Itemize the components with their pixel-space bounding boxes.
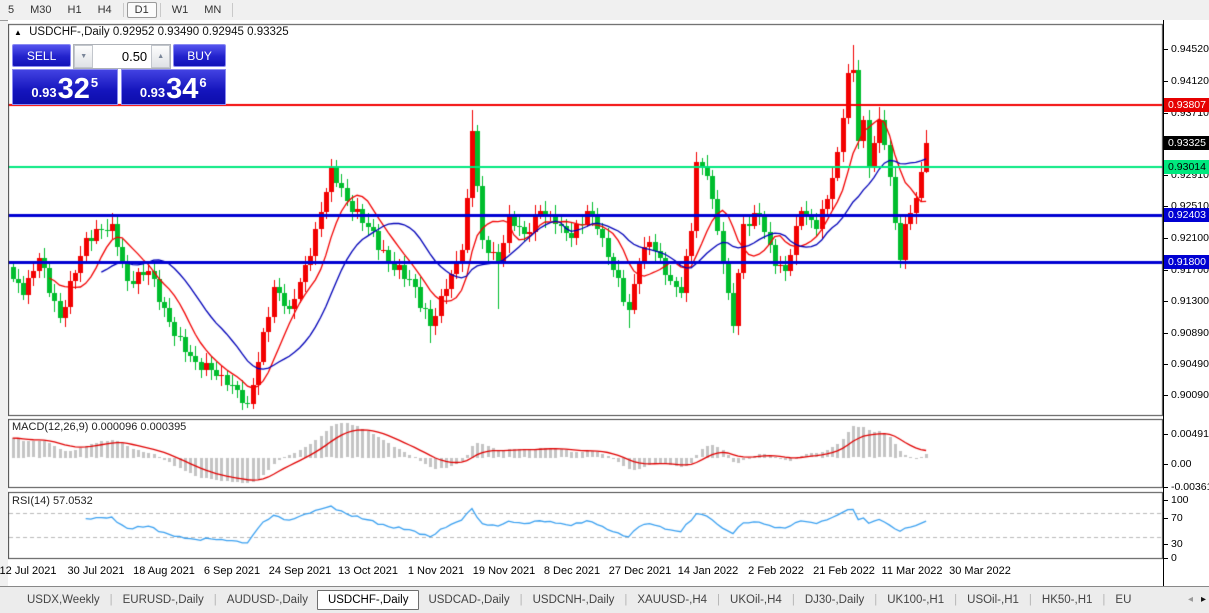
- tab-scroll-right-icon[interactable]: ▸: [1200, 594, 1206, 605]
- chart-tab-usdx[interactable]: USDX,Weekly: [27, 594, 100, 606]
- price-axis-tick: 0.94120: [1164, 75, 1209, 87]
- date-axis-label: 13 Oct 2021: [338, 565, 398, 577]
- price-axis-tick: 0.91300: [1164, 295, 1209, 307]
- chart-tab-bar: USDX,Weekly | EURUSD-,Daily | AUDUSD-,Daily U…: [0, 586, 1209, 613]
- date-axis-label: 21 Feb 2022: [813, 565, 875, 577]
- tab-separator: |: [109, 594, 113, 606]
- date-axis[interactable]: 12 Jul 2021 30 Jul 2021 18 Aug 2021 6 Sep 2…: [0, 562, 1163, 584]
- tab-separator: |: [717, 594, 721, 606]
- price-axis-tick: 0.90490: [1164, 358, 1209, 370]
- tab-separator: |: [213, 594, 217, 606]
- toolbar-separator: [122, 3, 124, 17]
- volume-stepper: ▼ 0.50 ▲: [73, 44, 172, 69]
- sell-price-pip: 5: [90, 75, 99, 90]
- buy-button[interactable]: BUY: [173, 44, 226, 67]
- date-axis-label: 19 Nov 2021: [472, 565, 536, 577]
- chart-tab-ukoil-[interactable]: UKOil-,H4: [730, 594, 782, 606]
- date-axis-label: 6 Sep 2021: [203, 565, 261, 577]
- tab-separator: |: [1028, 594, 1032, 606]
- date-axis-label: 1 Nov 2021: [407, 565, 465, 577]
- chart-ohlc-values: 0.92952 0.93490 0.92945 0.93325: [112, 26, 289, 38]
- chart-tab-hk50-[interactable]: HK50-,H1: [1041, 594, 1093, 606]
- timeframe-button-mn[interactable]: MN: [204, 4, 222, 16]
- macd-axis-label: 0.00: [1164, 458, 1209, 470]
- chart-tab-usdcnh-[interactable]: USDCNH-,Daily: [532, 594, 615, 606]
- timeframe-toolbar: 5 M30 H1 H4 D1 W1 MN: [0, 0, 1209, 21]
- price-axis-tick: 0.90090: [1164, 389, 1209, 401]
- rsi-label: RSI(14) 57.0532: [12, 495, 93, 507]
- timeframe-button-m30[interactable]: M30: [30, 4, 52, 16]
- timeframe-button-5[interactable]: 5: [8, 4, 15, 16]
- date-axis-label: 2 Feb 2022: [748, 565, 804, 577]
- tab-separator: |: [624, 594, 628, 606]
- price-chart-canvas[interactable]: [8, 20, 1163, 586]
- sell-button[interactable]: SELL: [12, 44, 72, 67]
- buy-price-panel[interactable]: 0.93 34 6: [120, 69, 226, 105]
- chart-tab-eu[interactable]: EU: [1115, 594, 1132, 606]
- rsi-axis-label: 30: [1164, 538, 1209, 550]
- date-axis-label: 30 Mar 2022: [949, 565, 1011, 577]
- macd-axis-label: 0.004913: [1164, 428, 1209, 440]
- chart-symbol-period: USDCHF-,Daily: [29, 26, 110, 38]
- timeframe-button-h1[interactable]: H1: [67, 4, 82, 16]
- chart-tab-usoil-[interactable]: USOil-,H1: [967, 594, 1019, 606]
- date-axis-label: 11 Mar 2022: [881, 565, 943, 577]
- chart-tab-uk100-[interactable]: UK100-,H1: [887, 594, 945, 606]
- tab-separator: |: [1102, 594, 1106, 606]
- price-badge: 0.91800: [1164, 254, 1209, 269]
- buy-price-pip: 6: [199, 75, 207, 90]
- one-click-trading-widget: SELL ▼ 0.50 ▲ BUY 0.93 32 5 0.93 34 6: [12, 44, 226, 105]
- macd-values: 0.000096 0.000395: [91, 421, 187, 433]
- date-axis-label: 18 Aug 2021: [133, 565, 195, 577]
- chart-tab-dj30-[interactable]: DJ30-,Daily: [804, 594, 865, 606]
- sell-price-big: 32: [57, 73, 90, 105]
- chart-tab-xauusd-[interactable]: XAUUSD-,H4: [637, 594, 708, 606]
- date-axis-label: 27 Dec 2021: [608, 565, 672, 577]
- rsi-axis-label: 100: [1164, 494, 1209, 506]
- date-axis-label: 30 Jul 2021: [67, 565, 125, 577]
- rsi-axis-label: 70: [1164, 512, 1209, 524]
- macd-axis-label: -0.003614: [1164, 481, 1209, 493]
- price-axis-tick: 0.94520: [1164, 43, 1209, 55]
- timeframe-button-h4[interactable]: H4: [97, 4, 112, 16]
- tab-separator: |: [874, 594, 878, 606]
- tab-scroll-left-icon[interactable]: ◂: [1187, 594, 1193, 605]
- sell-price-panel[interactable]: 0.93 32 5: [12, 69, 118, 105]
- date-axis-label: 24 Sep 2021: [268, 565, 332, 577]
- volume-input[interactable]: 0.50: [121, 49, 148, 64]
- volume-decrease-icon[interactable]: ▼: [74, 45, 94, 68]
- rsi-value: 57.0532: [52, 495, 93, 507]
- price-badge: 0.92403: [1164, 207, 1209, 222]
- rsi-axis-label: 0: [1164, 552, 1209, 564]
- price-badge: 0.93325: [1164, 135, 1209, 150]
- price-axis[interactable]: 0.94520 0.94120 0.93710 0.92910 0.92510 0.921…: [1163, 20, 1209, 586]
- date-axis-label: 12 Jul 2021: [0, 565, 57, 577]
- timeframe-button-d1[interactable]: D1: [126, 2, 157, 18]
- volume-increase-icon[interactable]: ▲: [151, 45, 171, 68]
- chart-tab-audusd-[interactable]: AUDUSD-,Daily: [226, 594, 308, 606]
- toolbar-separator: [232, 3, 234, 17]
- buy-price-big: 34: [166, 73, 199, 105]
- sell-price-small: 0.93: [31, 85, 57, 100]
- chart-tab-eurusd-[interactable]: EURUSD-,Daily: [122, 594, 204, 606]
- price-axis-tick: 0.92100: [1164, 232, 1209, 244]
- chart-tab-usdcad-[interactable]: USDCAD-,Daily: [428, 594, 510, 606]
- date-axis-label: 14 Jan 2022: [677, 565, 739, 577]
- date-axis-label: 8 Dec 2021: [543, 565, 601, 577]
- collapse-chart-icon[interactable]: ▲: [14, 28, 22, 37]
- price-badge: 0.93014: [1164, 159, 1209, 174]
- timeframe-button-w1[interactable]: W1: [171, 4, 189, 16]
- price-axis-tick: 0.90890: [1164, 327, 1209, 339]
- tab-separator: |: [791, 594, 795, 606]
- toolbar-separator: [159, 3, 161, 17]
- buy-price-small: 0.93: [139, 85, 166, 100]
- tab-separator: |: [519, 594, 523, 606]
- price-badge: 0.93807: [1164, 98, 1209, 112]
- chart-tab-usdchf-[interactable]: USDCHF-,Daily: [316, 590, 420, 610]
- chart-title: ▲ USDCHF-,Daily 0.92952 0.93490 0.92945 …: [14, 26, 289, 38]
- macd-label: MACD(12,26,9) 0.000096 0.000395: [12, 421, 187, 433]
- tab-separator: |: [954, 594, 958, 606]
